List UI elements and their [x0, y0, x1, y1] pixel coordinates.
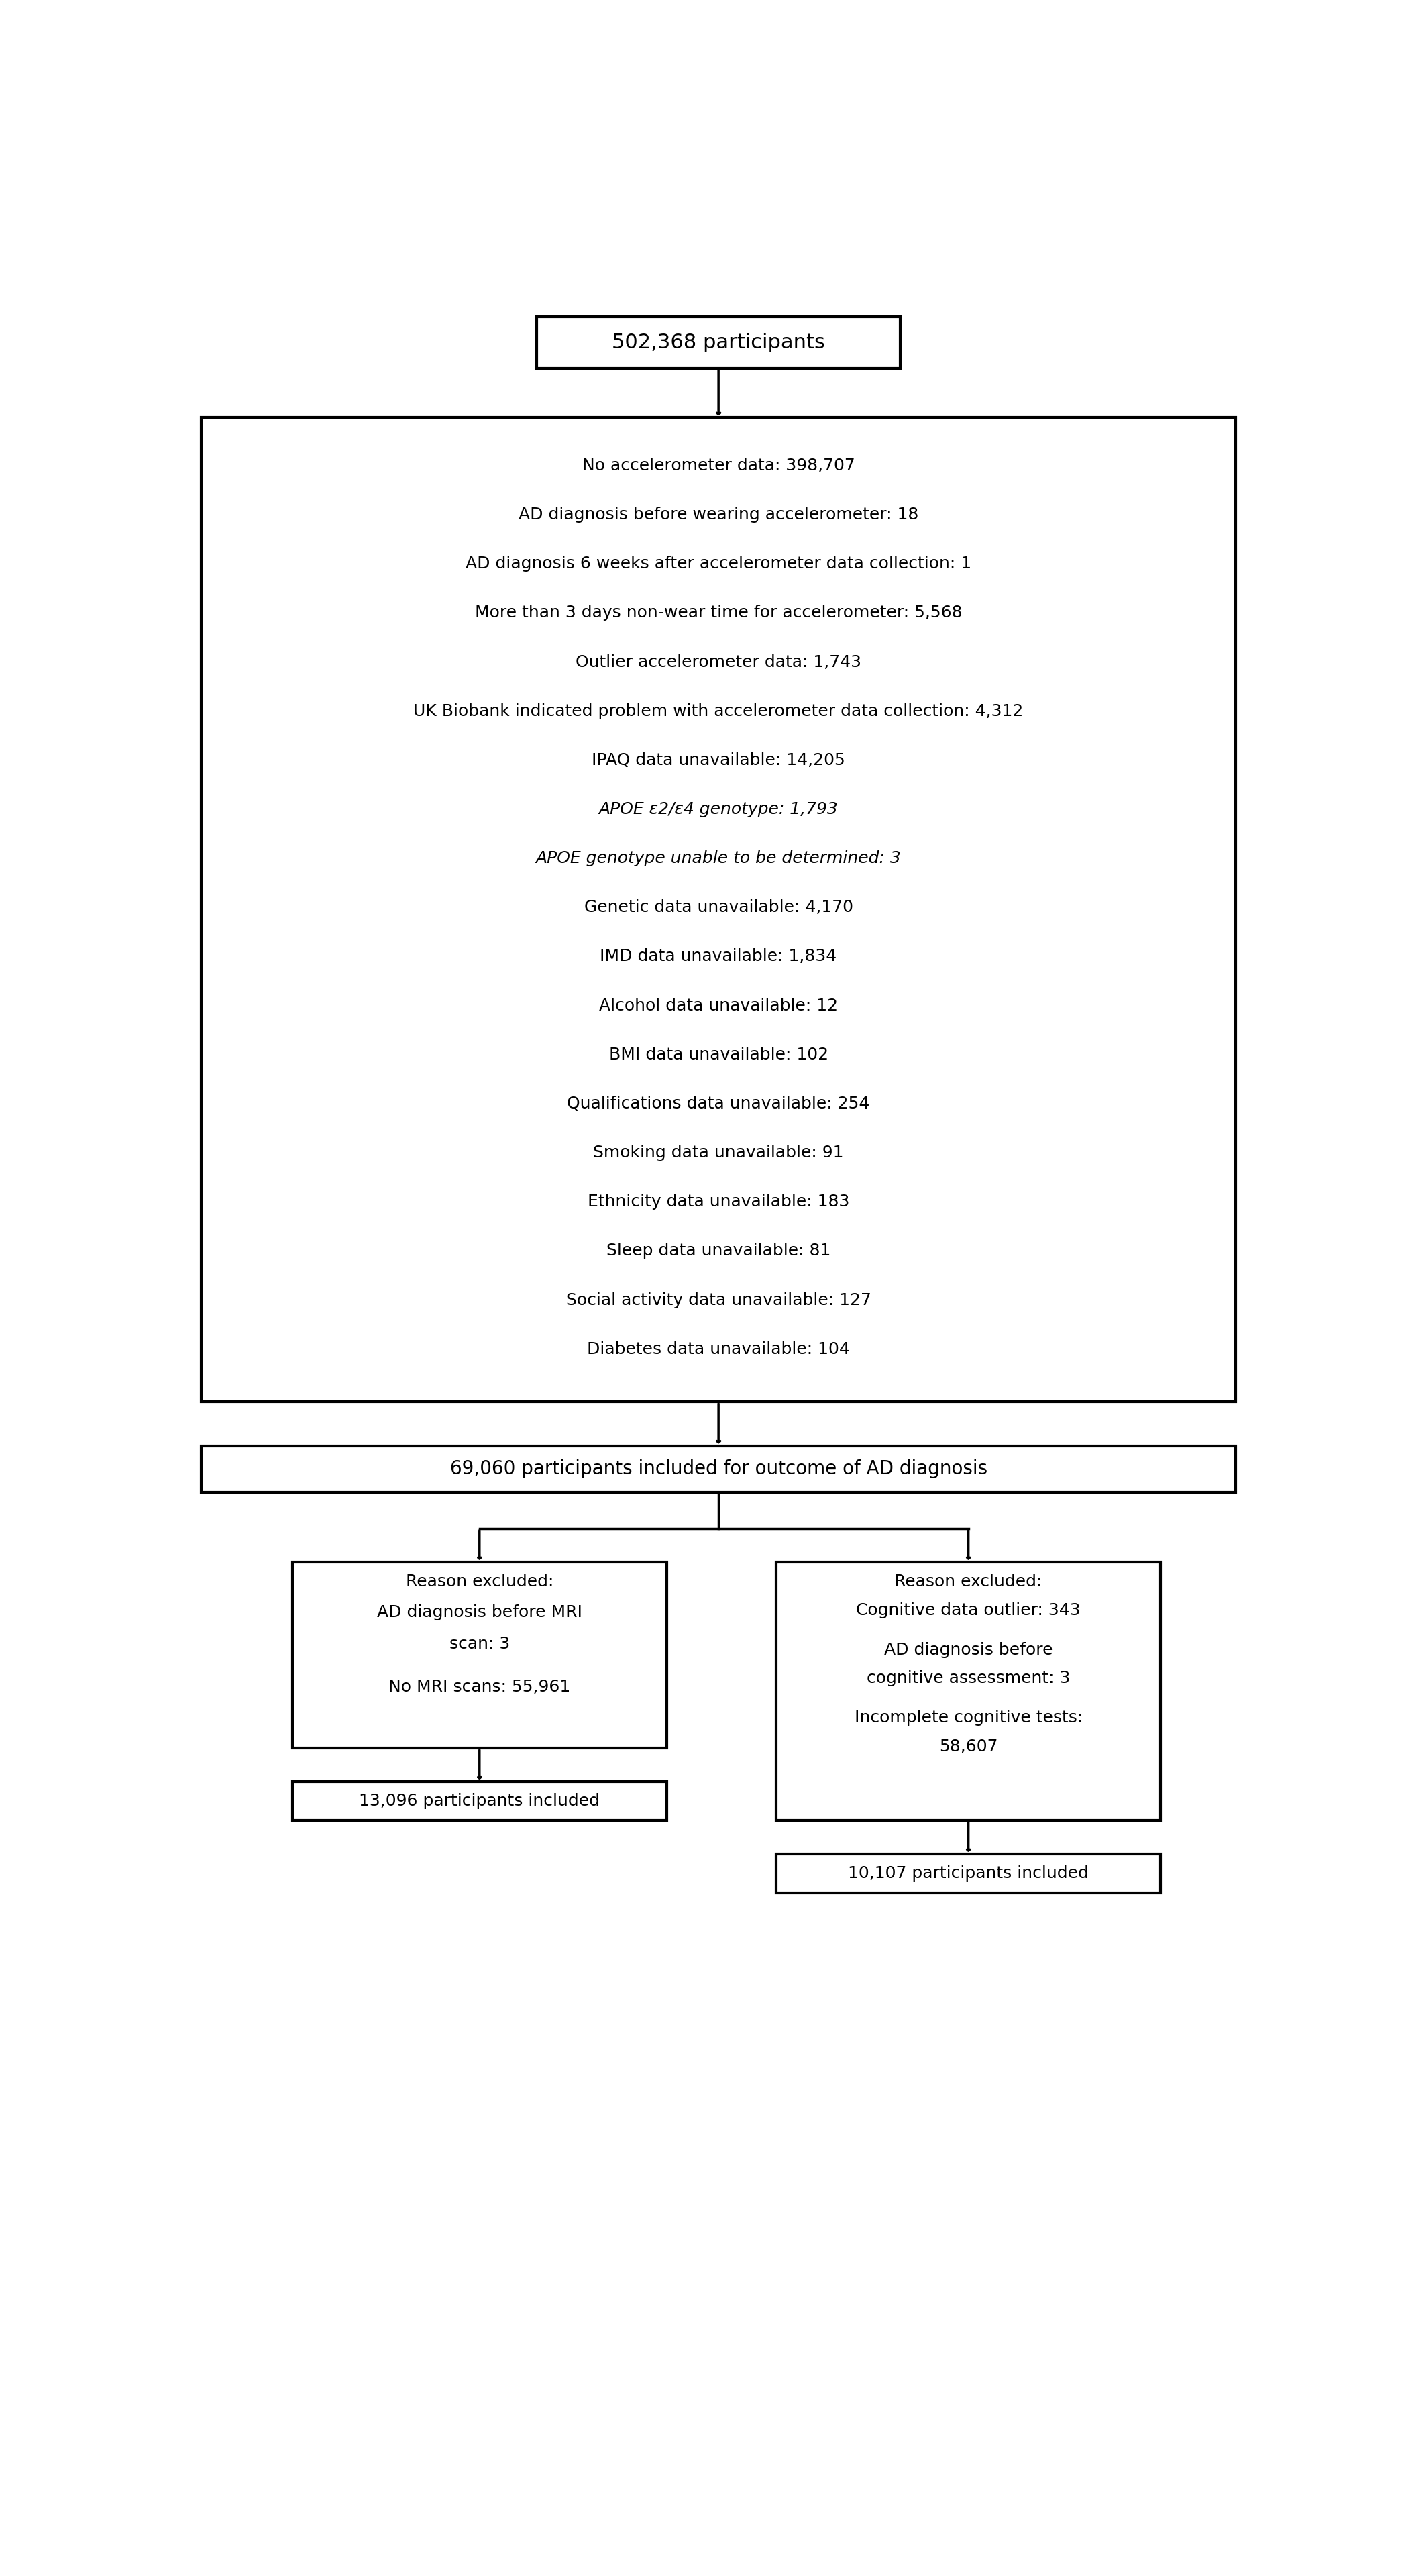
Text: AD diagnosis before: AD diagnosis before — [885, 1641, 1053, 1659]
Text: Ethnicity data unavailable: 183: Ethnicity data unavailable: 183 — [587, 1193, 850, 1211]
Text: AD diagnosis 6 weeks after accelerometer data collection: 1: AD diagnosis 6 weeks after accelerometer… — [465, 556, 972, 572]
Text: AD diagnosis before wearing accelerometer: 18: AD diagnosis before wearing acceleromete… — [519, 507, 918, 523]
Text: Smoking data unavailable: 91: Smoking data unavailable: 91 — [593, 1144, 844, 1162]
Text: Genetic data unavailable: 4,170: Genetic data unavailable: 4,170 — [585, 899, 852, 914]
Text: UK Biobank indicated problem with accelerometer data collection: 4,312: UK Biobank indicated problem with accele… — [414, 703, 1023, 719]
Text: Reason excluded:: Reason excluded: — [405, 1574, 554, 1589]
Text: scan: 3: scan: 3 — [449, 1636, 510, 1651]
Text: 58,607: 58,607 — [939, 1739, 998, 1754]
Text: AD diagnosis before MRI: AD diagnosis before MRI — [377, 1605, 582, 1620]
Text: Social activity data unavailable: 127: Social activity data unavailable: 127 — [566, 1293, 871, 1309]
Text: More than 3 days non-wear time for accelerometer: 5,568: More than 3 days non-wear time for accel… — [475, 605, 962, 621]
Text: 69,060 participants included for outcome of AD diagnosis: 69,060 participants included for outcome… — [450, 1461, 987, 1479]
Text: Reason excluded:: Reason excluded: — [894, 1574, 1042, 1589]
Text: No MRI scans: 55,961: No MRI scans: 55,961 — [388, 1680, 571, 1695]
Text: APOE genotype unable to be determined: 3: APOE genotype unable to be determined: 3 — [536, 850, 901, 866]
Bar — [293, 1561, 666, 1749]
Bar — [293, 1783, 666, 1821]
Text: Cognitive data outlier: 343: Cognitive data outlier: 343 — [857, 1602, 1081, 1618]
Bar — [537, 317, 900, 368]
Text: Outlier accelerometer data: 1,743: Outlier accelerometer data: 1,743 — [576, 654, 861, 670]
Text: Sleep data unavailable: 81: Sleep data unavailable: 81 — [607, 1244, 830, 1260]
Text: cognitive assessment: 3: cognitive assessment: 3 — [866, 1669, 1070, 1687]
Bar — [777, 1855, 1161, 1893]
Text: No accelerometer data: 398,707: No accelerometer data: 398,707 — [582, 459, 855, 474]
Text: BMI data unavailable: 102: BMI data unavailable: 102 — [608, 1046, 829, 1064]
Text: Diabetes data unavailable: 104: Diabetes data unavailable: 104 — [587, 1342, 850, 1358]
Text: 502,368 participants: 502,368 participants — [611, 332, 826, 353]
Bar — [202, 1445, 1235, 1492]
Text: IMD data unavailable: 1,834: IMD data unavailable: 1,834 — [600, 948, 837, 963]
Text: Alcohol data unavailable: 12: Alcohol data unavailable: 12 — [599, 997, 838, 1012]
Text: Incomplete cognitive tests:: Incomplete cognitive tests: — [854, 1710, 1082, 1726]
Bar — [777, 1561, 1161, 1821]
Text: APOE ε2/ε4 genotype: 1,793: APOE ε2/ε4 genotype: 1,793 — [599, 801, 838, 817]
Text: 10,107 participants included: 10,107 participants included — [848, 1865, 1089, 1880]
Text: Qualifications data unavailable: 254: Qualifications data unavailable: 254 — [568, 1095, 869, 1113]
Text: 13,096 participants included: 13,096 participants included — [359, 1793, 600, 1808]
Text: IPAQ data unavailable: 14,205: IPAQ data unavailable: 14,205 — [592, 752, 845, 768]
Bar — [202, 417, 1235, 1401]
